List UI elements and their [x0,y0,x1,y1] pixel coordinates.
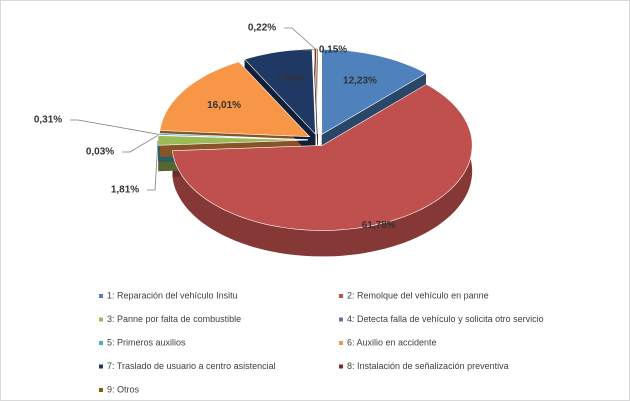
legend-swatch [339,317,343,322]
legend-label: 7: Traslado de usuario a centro asistenc… [107,361,276,371]
legend-label: 8: Instalación de señalización preventiv… [347,361,509,371]
legend-label: 3: Panne por falta de combustible [107,314,241,324]
data-label: 0,15% [319,45,347,56]
legend-swatch [339,364,343,369]
data-label: 12,23% [343,75,377,86]
legend-label: 4: Detecta falla de vehículo y solicita … [347,314,544,324]
slice [159,61,311,138]
legend-label: 6: Auxilio en accidente [347,337,437,347]
legend-label: 5: Primeros auxilios [107,337,186,347]
legend-swatch [99,317,103,322]
legend-label: 1: Reparación del vehículo Insitu [107,290,238,300]
legend-swatch [99,364,103,369]
leader-line [70,119,159,135]
legend-swatch [339,341,343,345]
data-label: 7,45% [275,73,303,84]
slice [172,83,473,231]
leader-line [284,27,316,50]
data-label: 1,81% [111,185,139,196]
legend-label: 2: Remolque del vehículo en panne [347,290,489,300]
legend-label: 9: Otros [107,384,140,394]
legend-swatch [99,388,103,392]
data-label: 0,22% [248,23,276,34]
legend-swatch [339,294,343,298]
leader-line [302,48,318,51]
leader-line [147,140,159,191]
legend-swatch [99,294,103,298]
data-label: 0,03% [86,147,114,158]
data-label: 61,78% [362,220,396,231]
legend-swatch [99,341,103,345]
data-label: 0,31% [34,115,62,126]
data-label: 16,01% [207,100,241,111]
slice [321,49,427,135]
leader-line [122,134,159,153]
slice [244,48,316,135]
